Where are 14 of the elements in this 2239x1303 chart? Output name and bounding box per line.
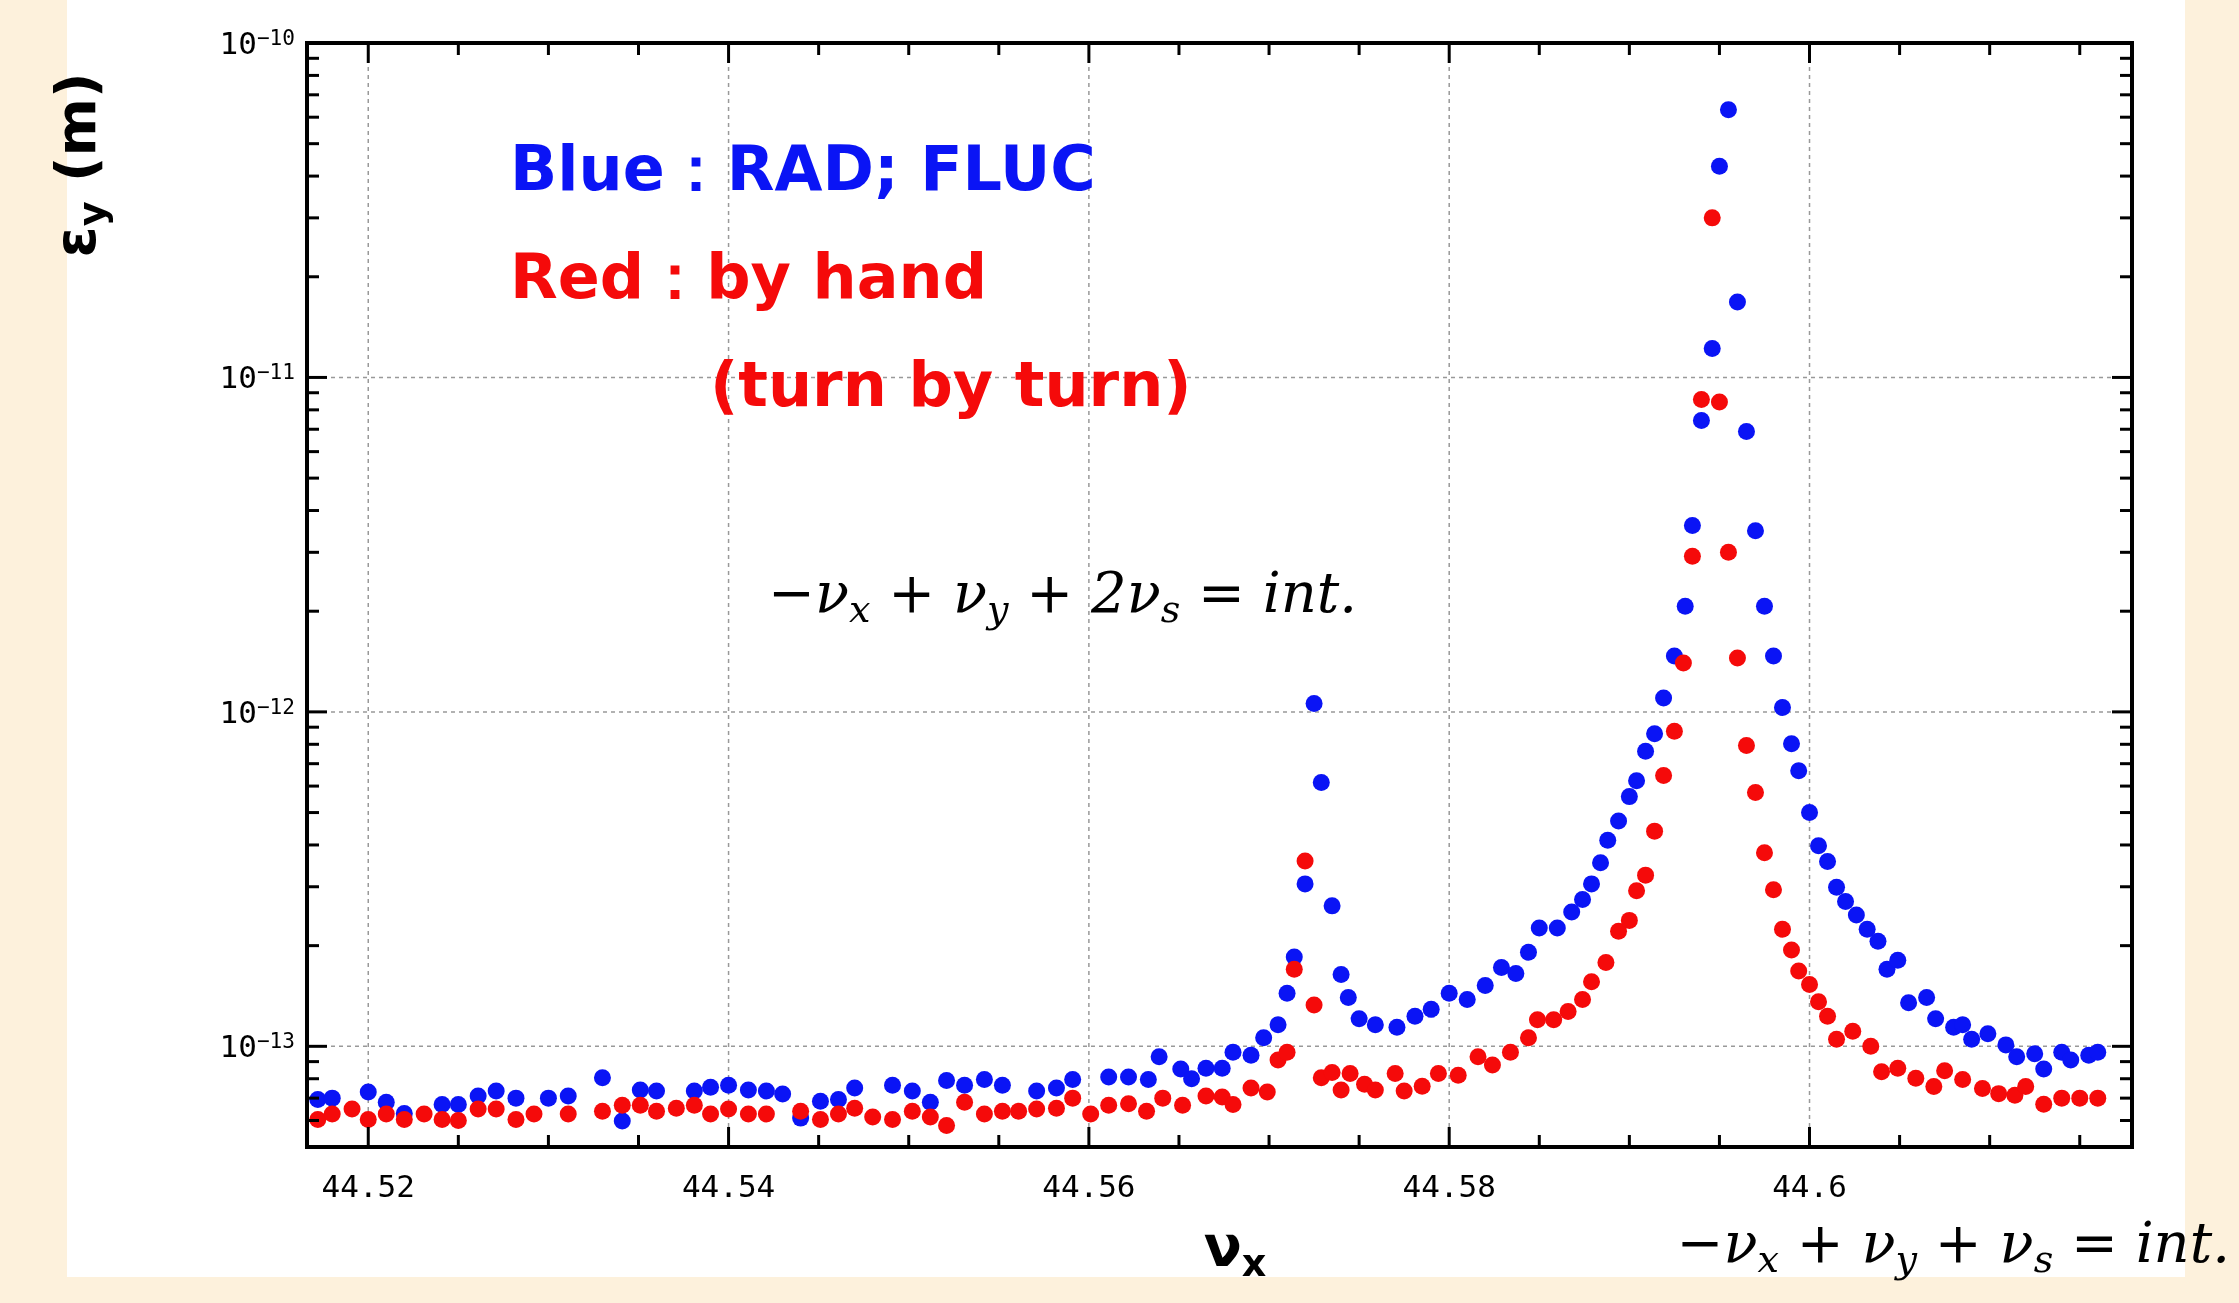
- y-tick-label: 10$^{−13}$: [219, 1027, 295, 1065]
- y-tick-label: 10$^{−10}$: [219, 24, 295, 61]
- y-tick-label: 10$^{−11}$: [219, 358, 295, 396]
- x-tick-label: 44.54: [681, 1168, 776, 1204]
- annotation: −ν$_{x}$ + ν$_{y}$ + 2ν$_{s}$ = int.: [768, 560, 1358, 631]
- x-tick-label: 44.58: [1402, 1168, 1496, 1204]
- x-tick-label: 44.6: [1772, 1168, 1847, 1204]
- x-axis-title: ν$_{x}$: [1203, 1214, 1267, 1285]
- text: Red：by hand (turn by turn): [510, 240, 1192, 421]
- x-tick-label: 44.56: [1042, 1168, 1136, 1204]
- x-tick-label: 44.52: [321, 1168, 415, 1204]
- text: −ν$_{x}$ + ν$_{y}$ + ν$_{s}$ = int.: [1676, 1210, 2230, 1281]
- y-tick-label: 10$^{−12}$: [219, 693, 295, 730]
- text: Blue：RAD; FLUC: [510, 132, 1096, 205]
